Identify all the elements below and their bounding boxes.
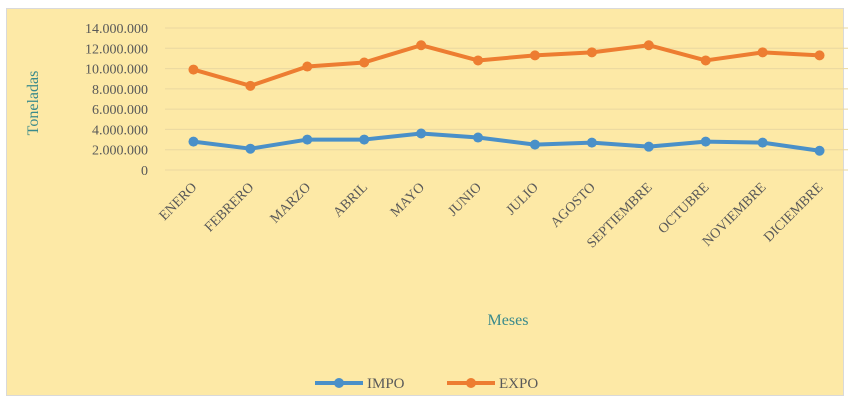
legend-label: IMPO (367, 376, 405, 392)
y-tick-label: 4.000.000 (92, 123, 148, 138)
x-tick-label: OCTUBRE (656, 180, 713, 237)
data-point (700, 55, 711, 66)
x-axis-title: Meses (488, 312, 529, 329)
x-tick-label: ABRIL (331, 180, 371, 220)
data-point (188, 64, 199, 75)
data-point (529, 50, 540, 61)
x-tick-label: DICIEMBRE (761, 180, 826, 245)
y-axis-title: Toneladas (25, 71, 42, 136)
legend: IMPO EXPO (315, 376, 538, 392)
data-point (302, 134, 313, 145)
x-tick-label: FEBRERO (202, 180, 257, 235)
data-point (643, 141, 654, 152)
legend-label: EXPO (499, 376, 538, 392)
data-point (757, 137, 768, 148)
legend-marker (466, 378, 476, 388)
data-point (529, 139, 540, 150)
y-axis-ticks: 0 2.000.000 4.000.000 6.000.000 8.000.000 10.… (85, 22, 148, 179)
data-point (643, 40, 654, 51)
x-axis-ticks: ENERO FEBRERO MARZO ABRIL MAYO JUNIO JULIO AGOS… (157, 180, 827, 251)
y-tick-label: 2.000.000 (92, 144, 148, 159)
data-point (757, 47, 768, 58)
data-point (586, 137, 597, 148)
data-point (359, 57, 370, 68)
data-point (302, 61, 313, 72)
data-point (814, 50, 825, 61)
data-point (700, 136, 711, 147)
data-point (245, 80, 256, 91)
y-tick-label: 10.000.000 (85, 63, 148, 78)
data-point (473, 132, 484, 143)
data-point (359, 134, 370, 145)
data-point (416, 40, 427, 51)
series-expo (188, 40, 825, 91)
series-line (191, 131, 822, 153)
x-tick-label: AGOSTO (548, 180, 599, 231)
data-point (416, 128, 427, 139)
chart-frame (6, 8, 844, 396)
series-lines (188, 40, 825, 156)
x-tick-label: ENERO (157, 180, 201, 224)
data-point (586, 47, 597, 58)
y-tick-label: 0 (141, 164, 148, 179)
x-tick-label: MAYO (388, 180, 428, 220)
y-tick-label: 12.000.000 (85, 42, 148, 57)
data-point (188, 136, 199, 147)
series-impo (188, 128, 825, 156)
y-tick-label: 8.000.000 (92, 83, 148, 98)
data-point (473, 55, 484, 66)
x-tick-label: JUNIO (446, 180, 485, 219)
x-tick-label: JULIO (504, 180, 542, 218)
series-line (191, 43, 822, 88)
x-tick-label: MARZO (268, 180, 314, 226)
gridlines (165, 27, 848, 171)
data-point (814, 145, 825, 156)
data-point (245, 143, 256, 154)
legend-marker (334, 378, 344, 388)
y-tick-label: 6.000.000 (92, 103, 148, 118)
y-tick-label: 14.000.000 (85, 22, 148, 37)
